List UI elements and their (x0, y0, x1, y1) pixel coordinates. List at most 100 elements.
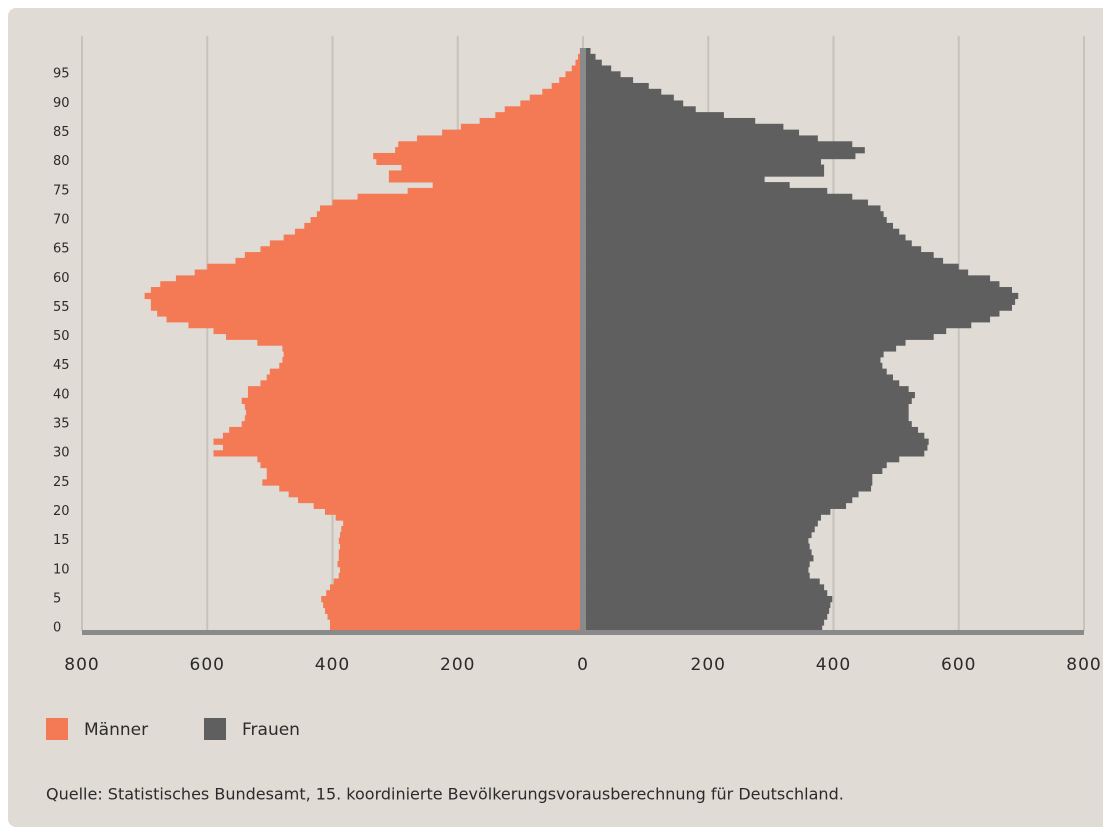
bar (282, 345, 583, 352)
bar (583, 438, 929, 445)
bar (241, 397, 583, 405)
bar (583, 345, 897, 352)
bar (583, 53, 596, 61)
bar (583, 578, 820, 585)
bar (583, 310, 1000, 317)
bar (583, 48, 591, 55)
bar (150, 298, 583, 305)
bar (583, 380, 900, 387)
bar (282, 356, 583, 364)
bar (583, 211, 884, 218)
bar (583, 141, 853, 148)
bar (246, 409, 583, 416)
bar (504, 106, 583, 113)
bar (583, 316, 991, 323)
bar (340, 543, 583, 550)
bar (244, 415, 583, 422)
bar (583, 362, 883, 370)
bar (583, 572, 810, 579)
bar (288, 491, 583, 498)
bar (583, 275, 991, 282)
bar (583, 514, 821, 521)
bar (432, 182, 583, 189)
y-tick-label: 25 (53, 475, 70, 490)
bar (324, 508, 583, 515)
bar (583, 333, 934, 340)
x-axis (82, 630, 1084, 635)
bar (583, 491, 859, 498)
bar (188, 322, 583, 329)
bar (583, 135, 818, 142)
bar (373, 152, 583, 160)
bar (583, 292, 1019, 300)
y-tick-label: 20 (53, 504, 70, 519)
bar (542, 88, 583, 96)
legend-label: Männer (84, 720, 148, 740)
bar (460, 123, 583, 131)
bar (583, 234, 906, 241)
x-tick-label: 400 (816, 655, 851, 675)
y-tick-label: 70 (53, 212, 70, 227)
bar (583, 187, 828, 195)
bar (235, 257, 583, 265)
bar (583, 82, 649, 90)
bar (257, 456, 583, 463)
bar (583, 601, 831, 609)
y-tick-label: 55 (53, 300, 70, 315)
bar (583, 59, 602, 66)
x-tick-label: 200 (440, 655, 475, 675)
bar (583, 386, 909, 393)
bar (583, 496, 853, 504)
bar (583, 461, 887, 469)
bar (583, 147, 865, 154)
bar (583, 432, 925, 440)
bar (583, 561, 810, 568)
bar (326, 590, 583, 597)
y-tick-label: 65 (53, 242, 70, 257)
bar (583, 415, 909, 422)
y-tick-label: 0 (53, 621, 61, 636)
bar (583, 566, 809, 574)
bar (583, 421, 912, 428)
bar (529, 94, 583, 101)
bar (583, 170, 825, 177)
bar (388, 176, 583, 183)
bar (332, 199, 583, 206)
bar (583, 240, 912, 247)
bar (294, 228, 583, 235)
bar (266, 467, 583, 474)
bar (583, 287, 1012, 294)
bar (298, 496, 583, 504)
bar (583, 94, 674, 101)
bar (247, 391, 584, 399)
bar (316, 211, 583, 218)
bar (583, 479, 873, 486)
bar (304, 222, 583, 230)
bar (583, 281, 1000, 288)
bar (160, 281, 583, 288)
bar (583, 65, 612, 72)
bar (157, 310, 583, 317)
bar (257, 339, 583, 346)
bar (583, 339, 906, 346)
bar (340, 566, 583, 574)
bar (338, 549, 583, 556)
bar (266, 374, 583, 381)
bar (479, 117, 583, 125)
bar (583, 199, 868, 206)
y-tick-label: 10 (53, 562, 70, 577)
bar (279, 485, 583, 492)
bar (283, 351, 583, 358)
bar (583, 298, 1016, 305)
bar (583, 450, 925, 457)
bar (583, 100, 684, 107)
y-tick-label: 85 (53, 125, 70, 140)
bar (583, 543, 810, 550)
bar (175, 275, 583, 282)
y-tick-label: 95 (53, 67, 70, 82)
bar (583, 549, 812, 556)
bar (583, 88, 662, 96)
bar (327, 613, 583, 620)
bar (329, 619, 583, 626)
bar (583, 77, 634, 84)
